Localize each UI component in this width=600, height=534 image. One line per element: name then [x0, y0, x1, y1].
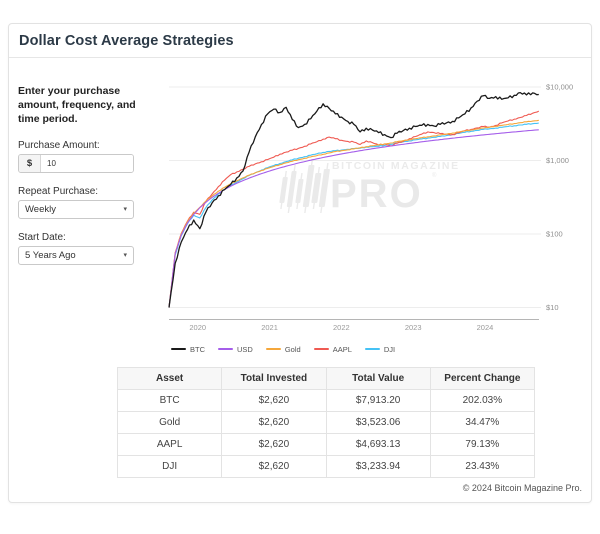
table-cell: $2,620: [221, 433, 327, 456]
table-cell: $3,523.06: [325, 411, 431, 434]
table-cell: Gold: [116, 411, 223, 434]
repeat-purchase-select[interactable]: Weekly ▾: [18, 199, 134, 219]
table-header-cell: Total Invested: [221, 367, 327, 390]
dca-tool-card: Dollar Cost Average Strategies Enter you…: [8, 23, 592, 503]
chart-area: $10,000 $1,000 $100 $10 BITCOIN MAGAZINE PRO ®…: [159, 58, 591, 356]
card-header: Dollar Cost Average Strategies: [9, 24, 591, 58]
settings-panel: Enter your purchase amount, frequency, a…: [9, 58, 159, 356]
table-cell: 34.47%: [429, 411, 536, 434]
table-header-cell: Asset: [116, 367, 223, 390]
table-row: DJI $2,620 $3,233.94 23.43%: [116, 455, 536, 478]
table-cell: 79.13%: [429, 433, 536, 456]
start-date-select[interactable]: 5 Years Ago ▾: [18, 245, 134, 265]
table-cell: BTC: [116, 389, 223, 412]
table-header-cell: Percent Change: [429, 367, 536, 390]
currency-prefix: $: [19, 154, 41, 172]
series-line-btc: [168, 91, 539, 308]
purchase-amount-input[interactable]: [41, 154, 133, 172]
svg-text:BITCOIN MAGAZINE: BITCOIN MAGAZINE: [332, 160, 460, 172]
legend-item-btc: BTC: [171, 345, 205, 354]
x-axis-label: 2020: [189, 323, 206, 332]
legend-label: BTC: [190, 344, 205, 354]
legend-label: Gold: [284, 344, 301, 354]
legend-item-aapl: AAPL: [313, 344, 352, 354]
table-cell: $2,620: [221, 455, 327, 478]
card-body: Enter your purchase amount, frequency, a…: [9, 58, 591, 356]
legend-label: AAPL: [332, 344, 352, 354]
table-cell: $2,620: [221, 411, 327, 434]
table-cell: $2,620: [221, 389, 327, 412]
table-row: AAPL $2,620 $4,693.13 79.13%: [116, 433, 536, 456]
legend-item-dji: DJI: [364, 344, 396, 354]
table-header-cell: Total Value: [325, 367, 431, 390]
table-cell: $4,693.13: [325, 433, 431, 456]
table-row: BTC $2,620 $7,913.20 202.03%: [116, 389, 536, 412]
chevron-down-icon: ▾: [123, 206, 127, 214]
svg-text:PRO: PRO: [330, 172, 423, 216]
y-axis-label: $100: [546, 230, 563, 239]
results-table-body: BTC $2,620 $7,913.20 202.03% Gold $2,620 $3,52…: [116, 389, 536, 478]
svg-text:®: ®: [432, 172, 437, 179]
legend-swatch-aapl: [313, 348, 329, 350]
x-axis-label: 2024: [477, 323, 494, 332]
chevron-down-icon: ▾: [123, 252, 127, 260]
legend-swatch-btc: [171, 348, 186, 350]
table-row: Gold $2,620 $3,523.06 34.47%: [116, 411, 536, 434]
repeat-purchase-label: Repeat Purchase:: [18, 185, 99, 197]
legend-item-gold: Gold: [265, 344, 301, 354]
start-date-label: Start Date:: [18, 231, 66, 243]
legend-swatch-gold: [265, 348, 281, 350]
table-cell: 23.43%: [429, 455, 536, 478]
y-axis-label: $10,000: [546, 83, 573, 92]
legend-swatch-dji: [364, 348, 380, 350]
legend-label: USD: [237, 344, 253, 354]
y-axis-label: $10: [546, 303, 559, 312]
repeat-purchase-value: Weekly: [25, 203, 56, 215]
table-cell: $7,913.20: [325, 389, 431, 412]
x-axis-label: 2023: [405, 323, 422, 332]
table-cell: DJI: [116, 455, 223, 478]
chart-legend: BTC USD Gold AAPL DJI: [171, 342, 591, 356]
purchase-amount-label: Purchase Amount:: [18, 139, 100, 151]
table-cell: AAPL: [116, 433, 223, 456]
table-cell: 202.03%: [429, 389, 536, 412]
page-title: Dollar Cost Average Strategies: [19, 33, 234, 49]
series-line-aapl: [168, 110, 540, 308]
x-axis-label: 2022: [333, 323, 350, 332]
x-axis-label: 2021: [261, 323, 278, 332]
start-date-value: 5 Years Ago: [25, 249, 76, 261]
series-line-usd: [168, 129, 539, 308]
y-axis-label: $1,000: [546, 156, 569, 165]
purchase-amount-group: $: [18, 153, 134, 173]
legend-swatch-usd: [218, 348, 233, 350]
legend-label: DJI: [383, 344, 396, 354]
table-cell: $3,233.94: [325, 455, 431, 478]
results-table-head: Asset Total Invested Total Value Percent Ch…: [116, 367, 536, 390]
intro-text: Enter your purchase amount, frequency, a…: [18, 85, 136, 126]
copyright-text: © 2024 Bitcoin Magazine Pro.: [462, 483, 582, 493]
legend-item-usd: USD: [218, 345, 253, 354]
results-table: Asset Total Invested Total Value Percent Ch…: [116, 367, 536, 478]
